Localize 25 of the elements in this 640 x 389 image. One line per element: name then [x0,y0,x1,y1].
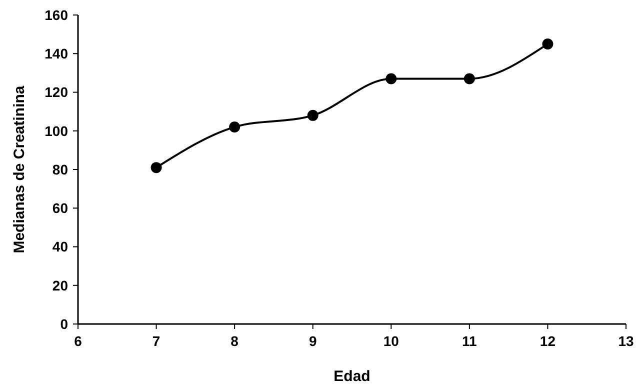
point [229,122,240,133]
x-axis-title: Edad [334,368,370,385]
y-tick-label: 40 [52,238,68,255]
y-tick-label: 80 [52,161,68,178]
x-tick-label: 6 [74,333,82,349]
y-tick-label: 120 [44,84,68,100]
y-tick-label: 140 [44,46,68,62]
y-axis-title: Medianas de Creatinina [11,85,28,254]
point [542,38,554,50]
y-tick-label: 160 [44,6,68,23]
point [464,73,475,84]
x-tick-label: 8 [230,333,239,349]
y-tick-label: 60 [52,200,68,216]
x-tick-label: 12 [540,333,556,349]
y-tick-label: 0 [60,316,68,332]
point [307,110,318,121]
point [150,162,162,174]
x-tick-label: 9 [308,333,317,349]
y-tick-label: 20 [52,277,68,294]
x-tick-label: 7 [152,333,160,349]
x-tick-label: 10 [383,333,400,349]
x-tick-label: 13 [618,333,634,349]
x-tick-label: 11 [462,333,478,349]
point [386,73,397,84]
y-tick-label: 100 [44,122,68,139]
